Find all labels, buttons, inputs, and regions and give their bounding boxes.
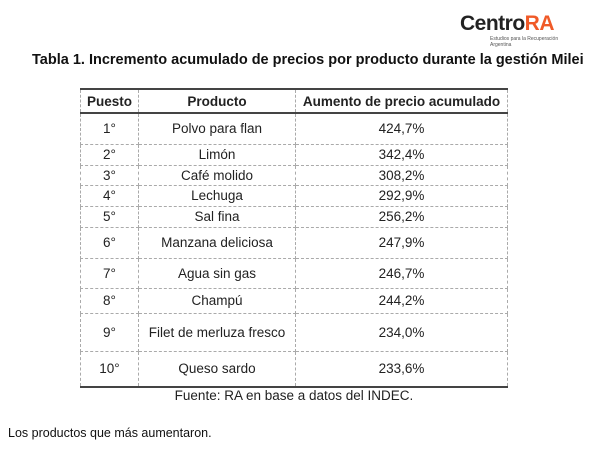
table-row: 1° Polvo para flan 424,7% (80, 112, 508, 145)
centro-ra-logo: CentroRA Estudios para la Recuperación A… (460, 12, 570, 48)
table-row: 5° Sal fina 256,2% (80, 205, 508, 228)
cell-product: Champú (138, 287, 296, 314)
cell-rank: 3° (80, 164, 139, 186)
logo-text: Centro (460, 12, 525, 35)
cell-rank: 9° (80, 312, 139, 352)
source-note: Fuente: RA en base a datos del INDEC. (174, 388, 414, 403)
cell-increase: 256,2% (295, 205, 508, 228)
cell-rank: 5° (80, 205, 139, 228)
cell-product: Filet de merluza fresco (138, 312, 296, 352)
cell-rank: 1° (80, 112, 139, 145)
cell-increase: 308,2% (295, 164, 508, 186)
table-row: 10° Queso sardo 233,6% (80, 350, 508, 388)
header-aumento: Aumento de precio acumulado (295, 88, 508, 114)
table-row: 4° Lechuga 292,9% (80, 184, 508, 207)
logo-subtitle: Estudios para la Recuperación Argentina (490, 36, 559, 48)
cell-increase: 342,4% (295, 143, 508, 166)
header-producto: Producto (138, 88, 296, 114)
table-row: 2° Limón 342,4% (80, 143, 508, 166)
cell-product: Lechuga (138, 184, 296, 207)
cell-product: Café molido (138, 164, 296, 186)
cell-product: Sal fina (138, 205, 296, 228)
cell-rank: 6° (80, 226, 139, 259)
cell-rank: 10° (80, 350, 139, 388)
cell-rank: 2° (80, 143, 139, 166)
cell-increase: 247,9% (295, 226, 508, 259)
table-row: 9° Filet de merluza fresco 234,0% (80, 312, 508, 352)
cell-product: Manzana deliciosa (138, 226, 296, 259)
price-table: Puesto Producto Aumento de precio acumul… (80, 88, 508, 388)
cell-product: Limón (138, 143, 296, 166)
table-title: Tabla 1. Incremento acumulado de precios… (32, 52, 584, 68)
cell-increase: 233,6% (295, 350, 508, 388)
cell-increase: 234,0% (295, 312, 508, 352)
cell-increase: 244,2% (295, 287, 508, 314)
table-row: 6° Manzana deliciosa 247,9% (80, 226, 508, 259)
cell-rank: 7° (80, 257, 139, 289)
table-row: 8° Champú 244,2% (80, 287, 508, 314)
cell-product: Agua sin gas (138, 257, 296, 289)
table-row: 3° Café molido 308,2% (80, 164, 508, 186)
cell-increase: 424,7% (295, 112, 508, 145)
cell-rank: 4° (80, 184, 139, 207)
logo-accent: RA (524, 12, 555, 35)
table-row: 7° Agua sin gas 246,7% (80, 257, 508, 289)
cell-product: Queso sardo (138, 350, 296, 388)
cell-product: Polvo para flan (138, 112, 296, 145)
header-puesto: Puesto (80, 88, 139, 114)
cell-increase: 292,9% (295, 184, 508, 207)
cell-increase: 246,7% (295, 257, 508, 289)
cell-rank: 8° (80, 287, 139, 314)
caption: Los productos que más aumentaron. (8, 426, 212, 440)
